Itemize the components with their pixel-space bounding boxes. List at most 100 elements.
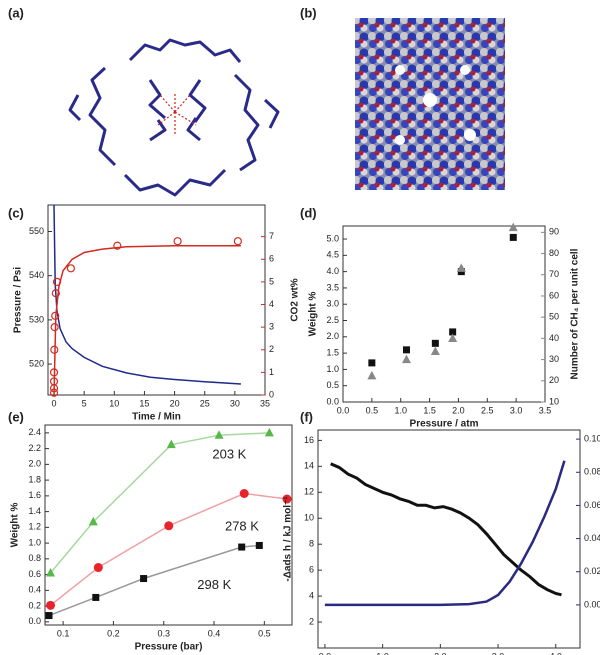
y2-tick-label: 3 bbox=[269, 322, 274, 332]
y-tick-label: 5.0 bbox=[326, 233, 339, 243]
y-tick-label: 2.0 bbox=[326, 331, 339, 341]
x-tick-label: 0.2 bbox=[107, 628, 120, 638]
y-tick-label: 0.0 bbox=[326, 396, 339, 406]
plot-frame bbox=[342, 225, 546, 403]
marker bbox=[430, 346, 440, 355]
y-tick-label: 10 bbox=[304, 513, 314, 523]
y2-tick-label: 90 bbox=[549, 227, 559, 237]
x-tick-label: 1.5 bbox=[423, 405, 436, 415]
y-tick-label: 1.0 bbox=[28, 537, 41, 547]
marker bbox=[66, 264, 76, 273]
y-tick-label: 4 bbox=[309, 590, 314, 600]
series-line bbox=[324, 460, 566, 607]
y2-tick-label: 6 bbox=[269, 254, 274, 264]
marker bbox=[448, 333, 458, 342]
x-tick-label: 30 bbox=[230, 398, 240, 408]
x-tick-label: 1.0 bbox=[376, 651, 389, 655]
series-label: 203 K bbox=[212, 446, 246, 461]
y-tick-label: 520 bbox=[29, 358, 44, 368]
x-tick-label: 0.3 bbox=[157, 628, 170, 638]
y2-tick-label: 30 bbox=[549, 354, 559, 364]
y2-tick-label: 70 bbox=[549, 269, 559, 279]
y-tick-label: 0.4 bbox=[28, 585, 41, 595]
marker bbox=[51, 311, 60, 320]
x-tick-label: 10 bbox=[109, 398, 119, 408]
y-axis-label: -Δads h / kJ mol⁻¹ bbox=[283, 496, 294, 582]
series-line bbox=[330, 462, 562, 597]
panel-label: (a) bbox=[8, 5, 24, 20]
x-tick-label: 0 bbox=[52, 398, 57, 408]
marker bbox=[239, 489, 249, 499]
x-tick-label: 20 bbox=[170, 398, 180, 408]
marker bbox=[214, 430, 224, 439]
panel-label: (b) bbox=[300, 5, 317, 20]
x-tick-label: 25 bbox=[200, 398, 210, 408]
y-tick-label: 530 bbox=[29, 314, 44, 324]
x-tick-label: 0.0 bbox=[337, 405, 350, 415]
marker bbox=[431, 339, 439, 347]
x-tick-label: 2.5 bbox=[481, 405, 494, 415]
x-tick-label: 1.0 bbox=[394, 405, 407, 415]
x-tick-label: 0.4 bbox=[208, 628, 221, 638]
y-tick-label: 4.5 bbox=[326, 250, 339, 260]
y2-tick-label: 0.04 bbox=[584, 533, 600, 543]
x-tick-label: 0.0 bbox=[319, 651, 332, 655]
marker bbox=[166, 439, 176, 449]
y-tick-label: 1.6 bbox=[28, 490, 41, 500]
y-axis-label: Pressure / Psi bbox=[13, 267, 24, 333]
marker bbox=[113, 241, 122, 250]
marker bbox=[49, 388, 59, 397]
y2-axis-label: Number of CH₄ per unit cell bbox=[570, 248, 581, 379]
x-tick-label: 4.0 bbox=[550, 651, 563, 655]
x-tick-label: 3.0 bbox=[492, 651, 505, 655]
molecule-sticks bbox=[68, 38, 280, 197]
plot-frame bbox=[47, 204, 266, 396]
marker bbox=[51, 289, 60, 298]
series-line bbox=[53, 204, 241, 385]
marker bbox=[52, 277, 62, 287]
y-tick-label: 12 bbox=[304, 487, 314, 497]
marker bbox=[93, 563, 103, 573]
marker bbox=[401, 354, 411, 364]
y2-tick-label: 0 bbox=[269, 389, 274, 399]
series-label: 298 K bbox=[197, 577, 231, 592]
marker bbox=[173, 237, 182, 246]
y2-tick-label: 40 bbox=[549, 333, 559, 343]
marker bbox=[456, 263, 466, 272]
marker bbox=[50, 345, 59, 354]
marker bbox=[140, 575, 148, 583]
y2-tick-label: 50 bbox=[549, 312, 559, 322]
y2-tick-label: 10 bbox=[549, 396, 559, 406]
marker bbox=[238, 543, 246, 551]
y-tick-label: 1.5 bbox=[326, 347, 339, 357]
y-tick-label: 6 bbox=[309, 565, 314, 575]
y-tick-label: 0.8 bbox=[28, 553, 41, 563]
y-tick-label: 2.2 bbox=[28, 443, 41, 453]
marker bbox=[45, 612, 53, 620]
series-label: 278 K bbox=[225, 518, 259, 533]
marker bbox=[264, 427, 274, 437]
y-tick-label: 0.0 bbox=[28, 616, 41, 626]
marker bbox=[282, 494, 292, 504]
marker bbox=[92, 593, 100, 601]
marker bbox=[88, 516, 98, 526]
y2-tick-label: 0.06 bbox=[584, 500, 600, 510]
y-tick-label: 1.8 bbox=[28, 474, 41, 484]
panel-label: (c) bbox=[8, 205, 24, 220]
x-axis-label: Pressure / atm bbox=[410, 419, 479, 430]
plot-frame bbox=[44, 424, 293, 626]
x-tick-label: 0.5 bbox=[258, 628, 271, 638]
plot-frame bbox=[317, 429, 581, 649]
x-tick-label: 0.5 bbox=[366, 405, 379, 415]
y-tick-label: 14 bbox=[304, 461, 314, 471]
y-tick-label: 1.0 bbox=[326, 364, 339, 374]
marker bbox=[449, 328, 457, 336]
x-tick-label: 3.0 bbox=[510, 405, 523, 415]
y-tick-label: 1.4 bbox=[28, 506, 41, 516]
y2-tick-label: 5 bbox=[269, 276, 274, 286]
y-axis-label: Weight % bbox=[10, 502, 21, 547]
y-tick-label: 3.0 bbox=[326, 299, 339, 309]
marker bbox=[368, 359, 376, 367]
y-tick-label: 0.6 bbox=[28, 569, 41, 579]
